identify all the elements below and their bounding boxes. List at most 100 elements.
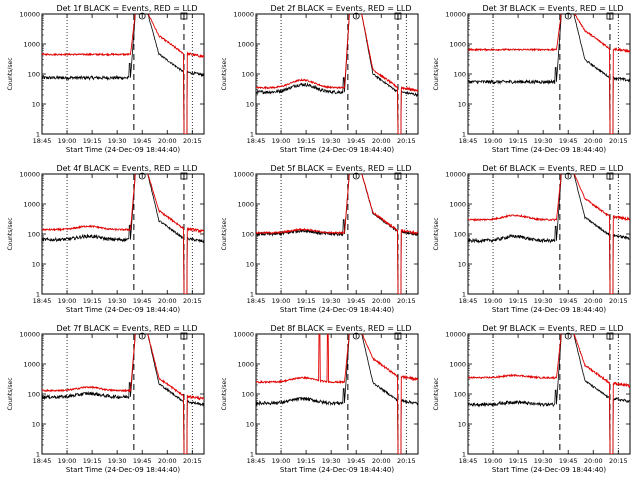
x-tick-label: 19:30: [108, 297, 127, 305]
y-axis-label: Counts/sec: [433, 217, 440, 250]
x-tick-label: 19:15: [83, 137, 102, 145]
x-tick-label: 19:15: [83, 457, 102, 465]
flare-circle-marker: [352, 332, 360, 340]
y-tick-label: 10000: [233, 331, 254, 339]
panel-title: Det 7f BLACK = Events, RED = LLD: [56, 324, 197, 333]
events-trace-black: [42, 14, 204, 134]
lld-trace-red: [256, 174, 418, 294]
x-tick-label: 18:45: [247, 297, 266, 305]
lld-trace-red: [42, 174, 204, 294]
trace-group: [42, 174, 204, 294]
x-tick-label: 19:00: [272, 457, 291, 465]
y-tick-label: 10000: [233, 11, 254, 19]
y-tick-label: 1000: [449, 41, 466, 49]
panel-1: Det 1f BLACK = Events, RED = LLD 1 10 100 10…: [7, 4, 205, 154]
y-tick-label: 10: [246, 261, 254, 269]
square-marker: [606, 172, 614, 180]
y-tick-label: 1: [36, 131, 40, 139]
plot-frame: [467, 333, 631, 455]
panel-title: Det 5f BLACK = Events, RED = LLD: [270, 164, 411, 173]
y-tick-label: 10: [458, 421, 466, 429]
panel-4: Det 4f BLACK = Events, RED = LLD 1 10 100 10…: [7, 164, 205, 314]
y-tick-label: 1000: [237, 361, 254, 369]
square-marker: [394, 172, 402, 180]
lld-trace-red: [468, 14, 630, 134]
y-axis-label: Counts/sec: [221, 57, 228, 90]
events-trace-black: [42, 334, 204, 454]
lld-trace-red: [42, 14, 204, 134]
x-axis-label: Start Time (24-Dec-09 18:44:40): [492, 306, 606, 314]
y-tick-label: 1: [462, 131, 466, 139]
x-tick-label: 19:45: [133, 137, 152, 145]
x-tick-label: 20:15: [397, 137, 416, 145]
x-tick-label: 19:15: [297, 137, 316, 145]
plot-frame: [41, 13, 205, 135]
x-tick-label: 19:15: [297, 297, 316, 305]
y-tick-label: 1: [250, 291, 254, 299]
flare-circle-marker: [138, 12, 146, 20]
x-tick-label: 20:15: [609, 457, 628, 465]
events-trace-black: [468, 334, 630, 454]
panel-title: Det 9f BLACK = Events, RED = LLD: [482, 324, 623, 333]
plot-frame: [467, 173, 631, 295]
x-tick-label: 20:15: [397, 457, 416, 465]
flare-circle-marker: [564, 332, 572, 340]
x-tick-label: 19:45: [347, 457, 366, 465]
y-tick-label: 1000: [237, 201, 254, 209]
x-axis-label: Start Time (24-Dec-09 18:44:40): [280, 306, 394, 314]
y-axis-label: Counts/sec: [433, 57, 440, 90]
plot-frame: [255, 13, 419, 135]
square-marker: [180, 12, 188, 20]
lld-trace-red: [468, 334, 630, 454]
x-tick-label: 19:00: [484, 297, 503, 305]
trace-group: [256, 334, 418, 454]
trace-group: [256, 14, 418, 134]
y-tick-label: 10: [458, 261, 466, 269]
x-tick-label: 19:00: [58, 457, 77, 465]
y-tick-label: 1000: [237, 41, 254, 49]
x-tick-label: 19:00: [272, 137, 291, 145]
panel-3: Det 3f BLACK = Events, RED = LLD 1 10 100 10…: [433, 4, 631, 154]
x-axis-label: Start Time (24-Dec-09 18:44:40): [66, 306, 180, 314]
x-tick-label: 19:30: [322, 137, 341, 145]
x-tick-label: 20:00: [372, 297, 391, 305]
y-axis-label: Counts/sec: [7, 57, 14, 90]
y-tick-label: 10000: [19, 331, 40, 339]
x-axis-label: Start Time (24-Dec-09 18:44:40): [66, 146, 180, 154]
x-axis-label: Start Time (24-Dec-09 18:44:40): [280, 146, 394, 154]
x-tick-label: 19:30: [534, 457, 553, 465]
x-tick-label: 19:15: [509, 297, 528, 305]
x-tick-label: 19:45: [347, 137, 366, 145]
panel-6: Det 6f BLACK = Events, RED = LLD 1 10 100 10…: [433, 164, 631, 314]
y-tick-label: 100: [454, 231, 466, 239]
x-tick-label: 18:45: [33, 457, 52, 465]
x-tick-label: 19:00: [484, 457, 503, 465]
x-tick-label: 18:45: [459, 297, 478, 305]
x-tick-label: 19:15: [509, 457, 528, 465]
flare-circle-marker: [564, 12, 572, 20]
trace-group: [42, 14, 204, 134]
x-tick-label: 19:30: [322, 297, 341, 305]
y-tick-label: 10000: [445, 11, 466, 19]
y-axis-label: Counts/sec: [433, 377, 440, 410]
x-tick-label: 19:30: [534, 297, 553, 305]
lld-trace-red: [468, 174, 630, 294]
y-tick-label: 100: [28, 71, 40, 79]
y-tick-label: 100: [242, 391, 254, 399]
x-tick-label: 19:45: [347, 297, 366, 305]
y-tick-label: 1000: [449, 361, 466, 369]
events-trace-black: [256, 334, 418, 454]
x-axis-label: Start Time (24-Dec-09 18:44:40): [66, 466, 180, 474]
x-tick-label: 19:45: [133, 457, 152, 465]
x-tick-label: 18:45: [33, 137, 52, 145]
x-tick-label: 19:15: [509, 137, 528, 145]
x-tick-label: 19:45: [559, 457, 578, 465]
y-tick-label: 10000: [19, 171, 40, 179]
y-tick-label: 1: [462, 291, 466, 299]
y-tick-label: 1: [36, 291, 40, 299]
x-tick-label: 19:30: [108, 457, 127, 465]
y-tick-label: 1: [36, 451, 40, 459]
panel-title: Det 4f BLACK = Events, RED = LLD: [56, 164, 197, 173]
x-tick-label: 20:00: [372, 457, 391, 465]
events-trace-black: [256, 14, 418, 134]
